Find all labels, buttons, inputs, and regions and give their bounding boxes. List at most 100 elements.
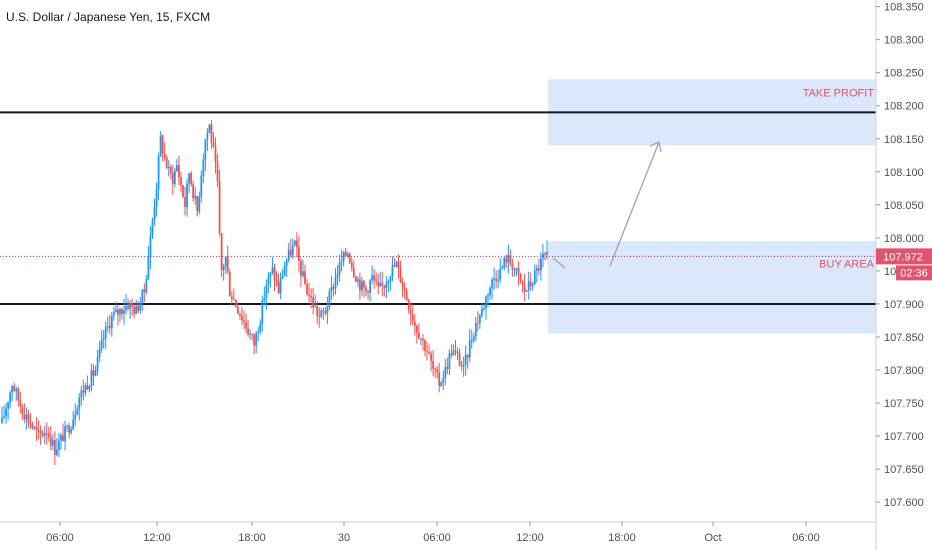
x-tick-label: 18:00: [608, 532, 636, 544]
candle-body: [33, 426, 36, 428]
candle-body: [7, 402, 10, 409]
candle-body: [295, 240, 298, 248]
candle-body: [302, 271, 304, 276]
candle-body: [354, 276, 357, 282]
candle-body: [513, 269, 516, 271]
candle-body: [485, 296, 487, 308]
candle-body: [336, 274, 339, 278]
candle-body: [249, 333, 251, 335]
candle-body: [163, 153, 166, 159]
candle-body: [432, 361, 435, 369]
candle-body: [308, 294, 310, 296]
candle-body: [159, 135, 162, 157]
candle-body: [430, 353, 432, 362]
x-tick-label: 12:00: [516, 532, 544, 544]
candle-body: [94, 370, 97, 376]
candle-body: [269, 272, 272, 277]
candle-body: [265, 285, 268, 299]
candle-body: [312, 297, 315, 308]
candle-body: [535, 268, 538, 271]
buy-area-zone[interactable]: [548, 241, 876, 334]
y-tick-label: 108.300: [884, 35, 924, 47]
candle-body: [200, 175, 203, 197]
candle-body: [405, 290, 408, 300]
candle-body: [291, 245, 294, 256]
candle-body: [454, 350, 457, 352]
candle-body: [196, 195, 199, 212]
candle-body: [501, 266, 504, 269]
y-tick-label: 107.900: [884, 299, 924, 311]
candle-body: [5, 408, 7, 417]
candle-body: [403, 287, 406, 291]
candle-body: [344, 251, 347, 256]
candle-body: [39, 431, 42, 434]
candle-body: [251, 333, 254, 336]
candle-body: [125, 306, 127, 311]
candle-body: [171, 173, 174, 184]
candle-body: [273, 267, 276, 281]
candle-body: [415, 325, 418, 333]
candle-body: [395, 261, 398, 267]
countdown-value: 02:36: [900, 267, 928, 279]
candle-body: [456, 351, 459, 354]
candle-body: [169, 166, 172, 174]
candle-body: [383, 285, 386, 288]
y-tick-label: 108.050: [884, 200, 924, 212]
candle-body: [409, 309, 412, 315]
candle-body: [88, 386, 91, 390]
candle-body: [365, 287, 367, 291]
x-tick-label: 06:00: [46, 532, 74, 544]
candle-body: [80, 390, 83, 398]
candle-body: [259, 323, 262, 332]
candle-body: [135, 306, 138, 314]
candle-body: [464, 354, 467, 365]
candle-body: [180, 177, 182, 186]
candle-body: [175, 165, 178, 172]
candle-body: [527, 281, 530, 291]
candle-body: [3, 416, 5, 418]
candle-body: [350, 262, 353, 268]
candle-body: [96, 357, 99, 371]
candle-body: [542, 253, 544, 259]
candle-body: [104, 327, 107, 338]
candle-body: [27, 414, 30, 423]
candle-body: [293, 240, 296, 246]
candle-body: [306, 283, 308, 295]
candle-body: [340, 261, 343, 263]
candle-body: [324, 311, 327, 314]
candle-body: [373, 275, 376, 281]
y-tick-label: 108.350: [884, 2, 924, 14]
candle-body: [62, 435, 64, 442]
candle-body: [375, 280, 378, 282]
candle-body: [267, 276, 270, 286]
candle-body: [328, 291, 331, 308]
candle-body: [444, 367, 447, 378]
candle-body: [287, 249, 290, 261]
candle-body: [283, 265, 286, 276]
candle-body: [428, 352, 430, 354]
candle-body: [460, 365, 463, 367]
candle-body: [190, 173, 193, 185]
candle-body: [129, 303, 132, 309]
candle-body: [139, 302, 142, 311]
candle-body: [401, 282, 404, 288]
candle-body: [247, 328, 249, 335]
candle-body: [228, 272, 231, 297]
candle-body: [155, 189, 158, 207]
candle-body: [523, 284, 526, 292]
candle-body: [184, 197, 186, 208]
candle-body: [72, 419, 75, 430]
candle-body: [450, 353, 453, 356]
candle-body: [133, 306, 136, 314]
candle-body: [41, 433, 44, 436]
candle-body: [385, 283, 388, 288]
y-tick-label: 107.600: [884, 497, 924, 509]
candle-body: [66, 425, 68, 427]
candle-body: [1, 417, 3, 423]
candle-body: [422, 338, 424, 341]
candle-body: [230, 296, 233, 300]
y-tick-label: 107.850: [884, 332, 924, 344]
candle-body: [257, 331, 260, 333]
